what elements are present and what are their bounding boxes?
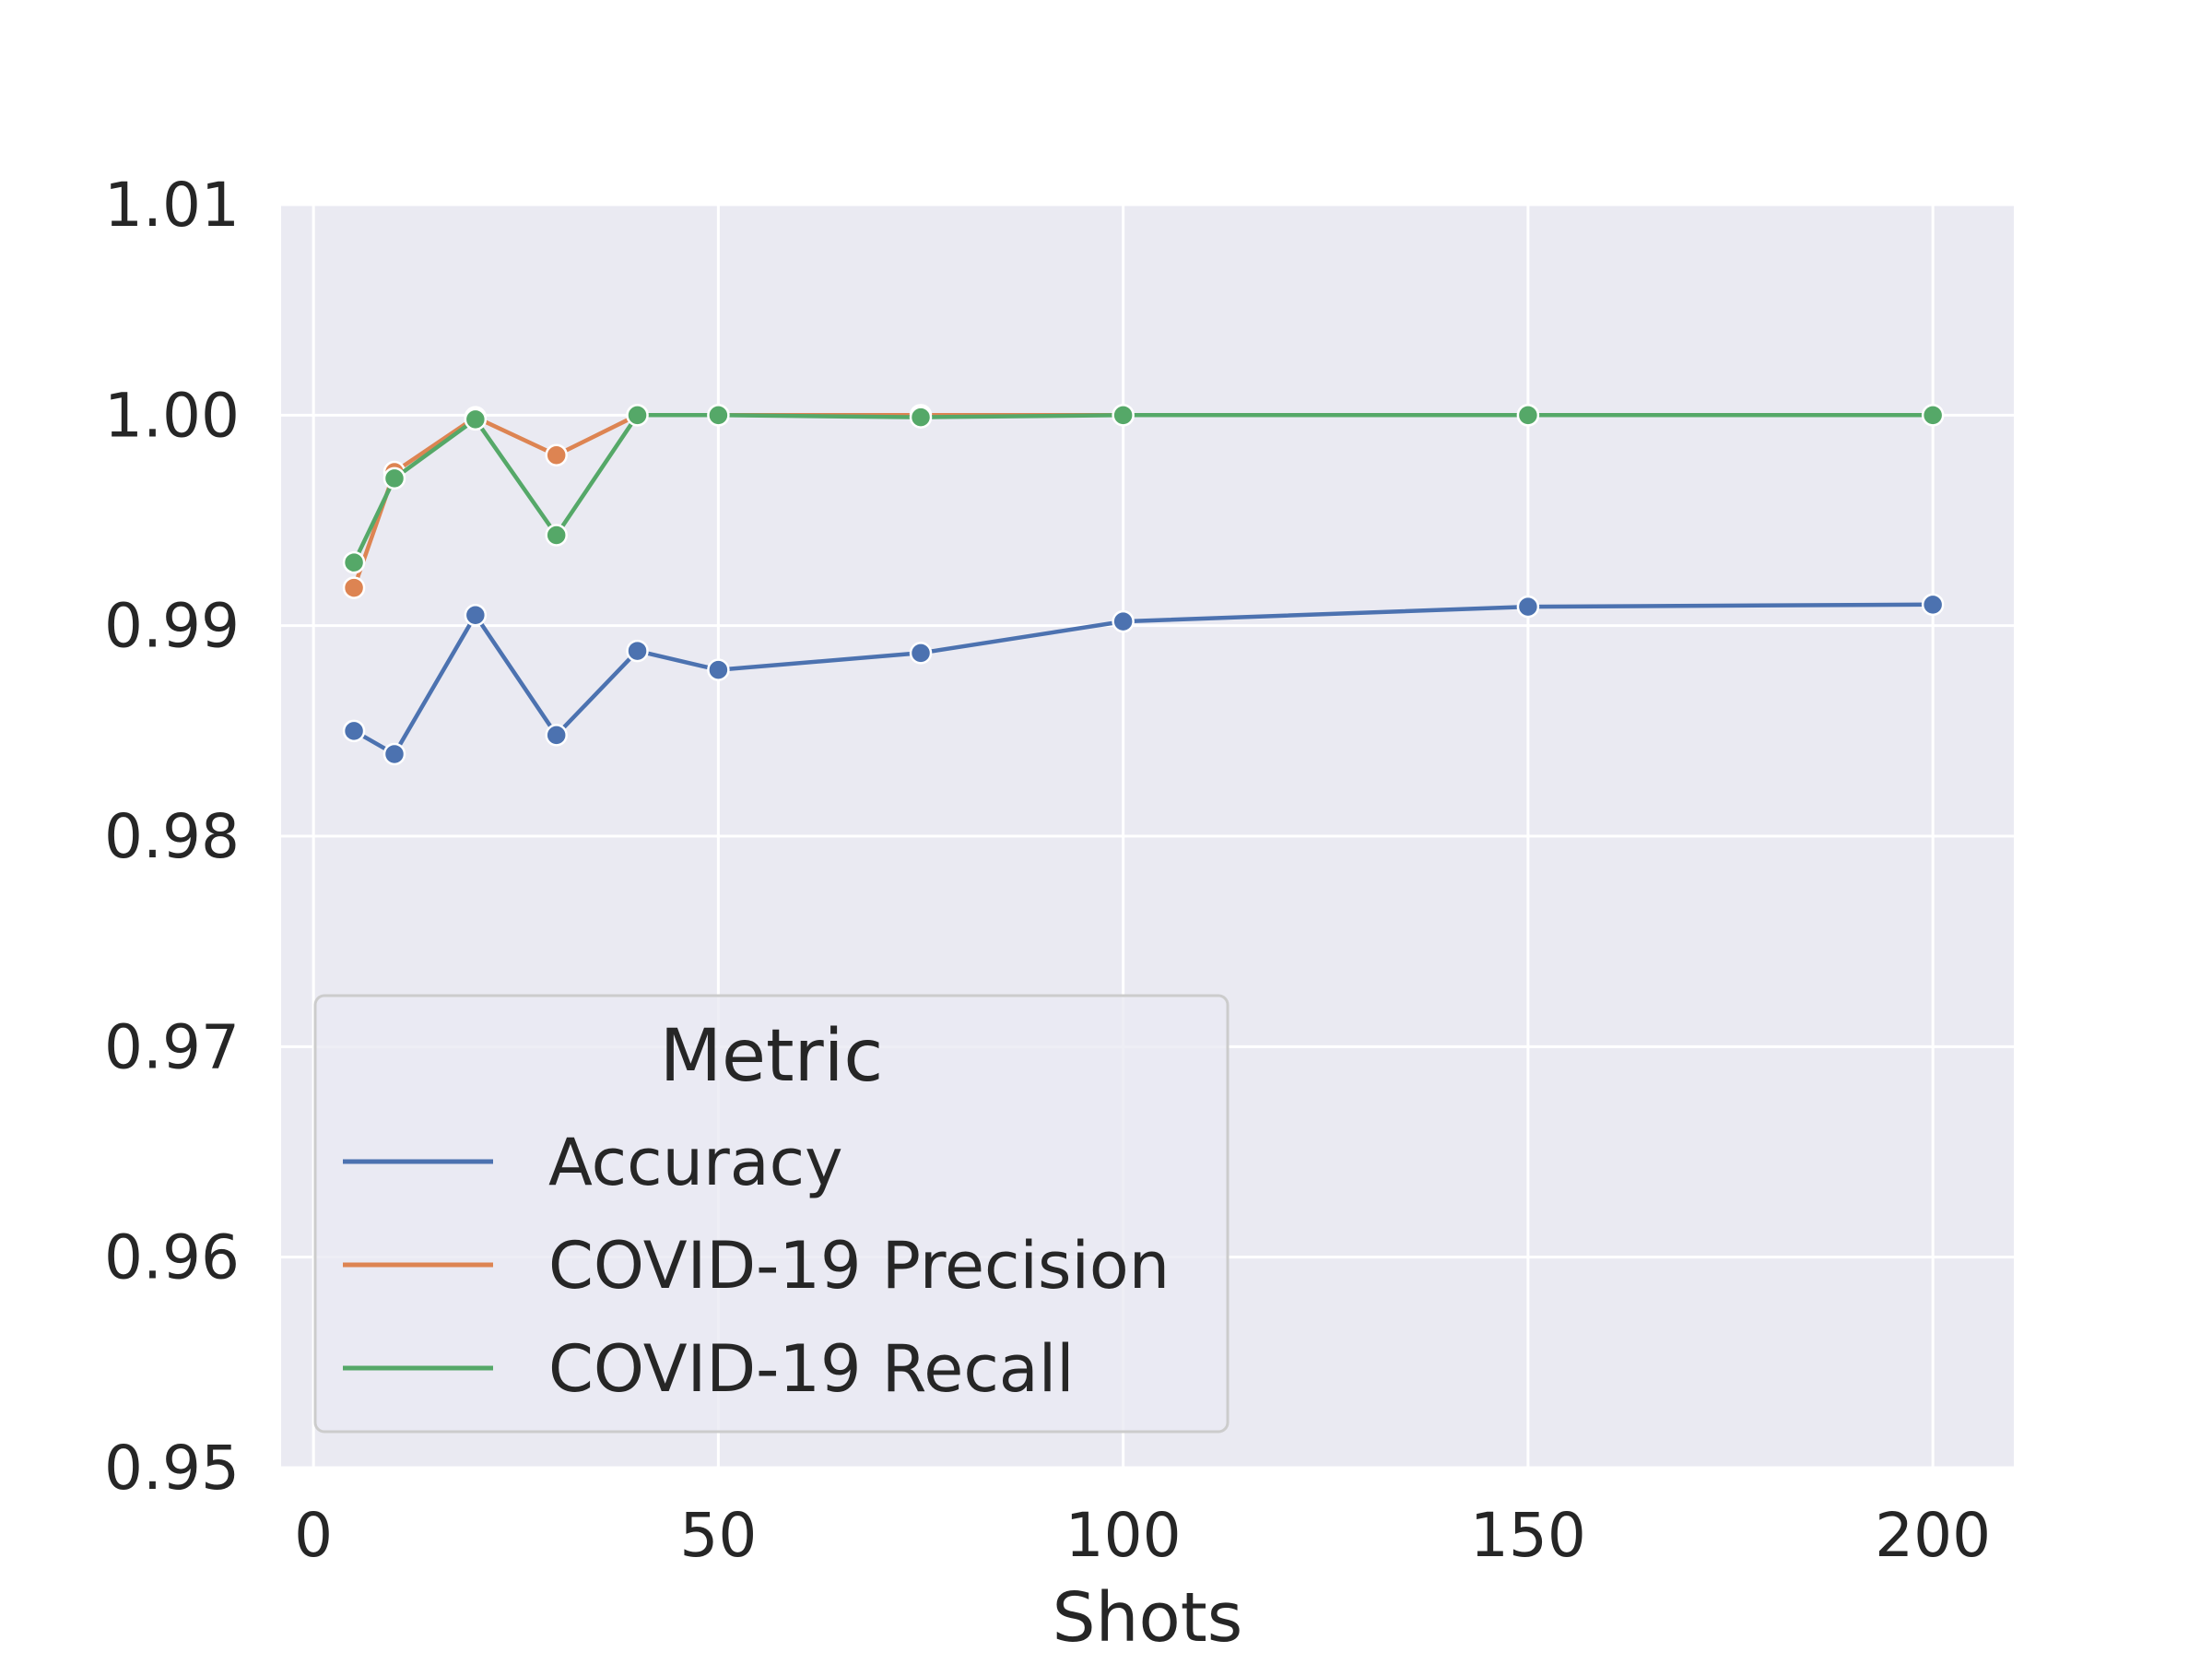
data-point xyxy=(1921,404,1945,427)
data-point xyxy=(1921,593,1945,617)
y-axis-ticks: 0.95 0.96 0.97 0.98 0.99 1.00 1.01 xyxy=(104,170,240,1504)
data-point xyxy=(464,604,488,627)
x-tick-label: 50 xyxy=(679,1500,757,1571)
y-tick-label: 1.00 xyxy=(104,380,240,451)
data-point xyxy=(342,576,366,599)
y-tick-label: 0.99 xyxy=(104,591,240,662)
series-covid-19-recall xyxy=(342,404,1945,574)
x-tick-label: 150 xyxy=(1470,1500,1586,1571)
legend-box xyxy=(313,994,1230,1434)
x-tick-label: 0 xyxy=(294,1500,333,1571)
y-tick-label: 0.96 xyxy=(104,1222,240,1293)
legend-title: Metric xyxy=(660,1015,884,1098)
y-tick-label: 0.95 xyxy=(104,1433,240,1504)
series-layer xyxy=(342,404,1945,766)
data-point xyxy=(464,407,488,431)
data-point xyxy=(909,406,933,429)
data-point xyxy=(1112,404,1135,427)
x-tick-label: 200 xyxy=(1875,1500,1991,1571)
x-axis-title: Shots xyxy=(1053,1578,1243,1658)
x-tick-label: 100 xyxy=(1065,1500,1182,1571)
data-point xyxy=(1516,595,1540,619)
legend-entry-label: COVID-19 Precision xyxy=(548,1228,1170,1304)
data-point xyxy=(707,404,730,427)
x-axis-ticks: 0 50 100 150 200 xyxy=(294,1500,1991,1571)
data-point xyxy=(342,550,366,574)
y-tick-label: 1.01 xyxy=(104,170,240,241)
data-point xyxy=(382,466,406,490)
data-point xyxy=(1112,609,1135,633)
legend-entry-label: Accuracy xyxy=(548,1125,843,1200)
data-point xyxy=(382,742,406,766)
series-accuracy xyxy=(342,593,1945,766)
series-line xyxy=(352,413,1934,564)
data-point xyxy=(545,443,568,466)
data-point xyxy=(342,719,366,743)
data-point xyxy=(545,724,568,747)
legend-entry-label: COVID-19 Recall xyxy=(548,1331,1075,1407)
data-point xyxy=(909,642,933,665)
data-point xyxy=(707,658,730,681)
y-tick-label: 0.97 xyxy=(104,1011,240,1082)
legend[interactable]: Metric Accuracy COVID-19 Precision COVID-19… xyxy=(313,994,1230,1434)
data-point xyxy=(626,404,649,427)
data-point xyxy=(1516,404,1540,427)
series-line xyxy=(352,602,1934,757)
data-point xyxy=(545,524,568,547)
data-point xyxy=(626,639,649,663)
y-tick-label: 0.98 xyxy=(104,801,240,872)
